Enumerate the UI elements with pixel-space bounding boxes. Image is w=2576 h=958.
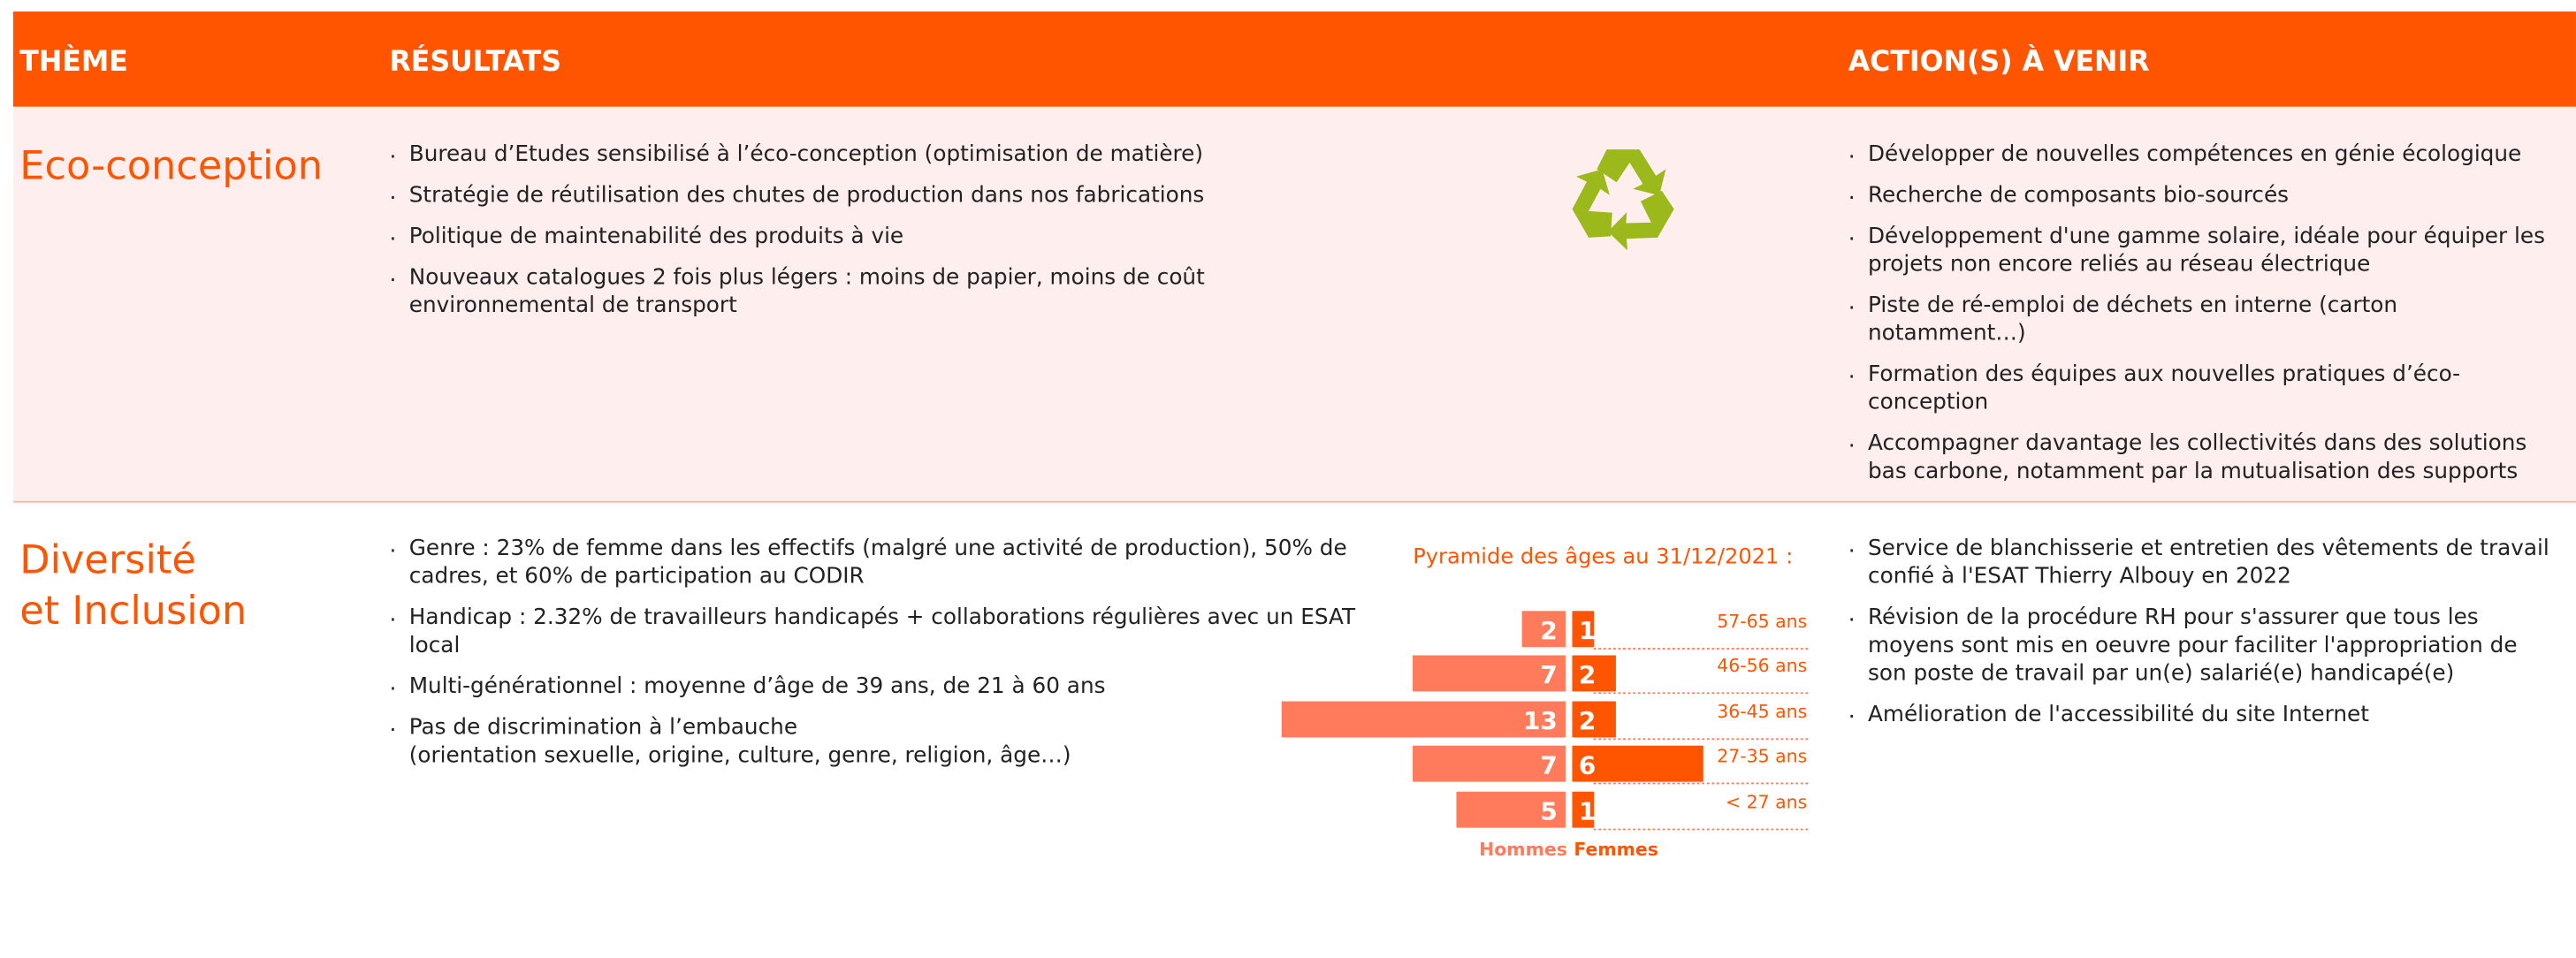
bullet: Révision de la procédure RH pour s'assur… — [1848, 601, 2555, 688]
header-bar — [12, 11, 2576, 107]
pyramid-title: Pyramide des âges au 31/12/2021 : — [1413, 544, 1793, 568]
bullet: Formation des équipes aux nouvelles prat… — [1848, 358, 2555, 417]
legend: Hommes — [1479, 839, 1567, 860]
bar-label: 7 — [1540, 750, 1557, 779]
bullet: Accompagner davantage les collectivités … — [1848, 427, 2555, 486]
header-col: RÉSULTATS — [389, 46, 562, 80]
bullet-list: Bureau d’Etudes sensibilisé à l’éco-conc… — [389, 138, 1358, 333]
bar — [1456, 791, 1566, 828]
bar — [1572, 655, 1616, 692]
bullet: Politique de maintenabilité des produits… — [389, 220, 1358, 252]
bullet: Développer de nouvelles compétences en g… — [1848, 138, 2555, 170]
bullet: Genre : 23% de femme dans les effectifs … — [389, 532, 1358, 591]
bullet: Multi-générationnel : moyenne d’âge de 3… — [389, 670, 1358, 702]
bar — [1572, 791, 1595, 828]
theme: Eco-conception — [19, 141, 323, 193]
bullet: Amélioration de l'accessibilité du site … — [1848, 698, 2555, 730]
header-col: ACTION(S) À VENIR — [1848, 46, 2150, 80]
age-label: < 27 ans — [1726, 791, 1807, 812]
bar-label: 6 — [1579, 750, 1596, 779]
theme-line: Eco-conception — [19, 142, 324, 189]
bar — [1572, 745, 1703, 782]
bullet: Piste de ré-emploi de déchets en interne… — [1848, 289, 2555, 348]
bar — [1521, 611, 1566, 648]
bar-label: 1 — [1579, 616, 1596, 645]
header-col: THÈME — [19, 46, 128, 80]
theme: Diversité et Inclusion — [19, 536, 247, 637]
recycle-icon — [1560, 149, 1680, 260]
bullet-list: Service de blanchisserie et entretien de… — [1848, 532, 2555, 742]
bullet: Bureau d’Etudes sensibilisé à l’éco-conc… — [389, 138, 1358, 170]
bar — [1413, 655, 1566, 692]
bullet: Handicap : 2.32% de travailleurs handica… — [389, 601, 1358, 660]
bullet: Service de blanchisserie et entretien de… — [1848, 532, 2555, 591]
bar-label: 2 — [1579, 660, 1596, 689]
bar — [1572, 701, 1616, 738]
bar-label: 2 — [1579, 706, 1596, 735]
bar-label: 1 — [1579, 796, 1596, 825]
age-label: 57-65 ans — [1717, 611, 1807, 632]
bar — [1413, 745, 1566, 782]
bullet: Stratégie de réutilisation des chutes de… — [389, 179, 1358, 210]
theme-line: et Inclusion — [19, 588, 248, 635]
bullet: Recherche de composants bio-sourcés — [1848, 179, 2555, 210]
bar — [1572, 611, 1595, 648]
bullet-list: Développer de nouvelles compétences en g… — [1848, 138, 2555, 499]
age-label: 36-45 ans — [1717, 701, 1807, 722]
age-label: 27-35 ans — [1717, 745, 1807, 766]
bar-label: 7 — [1540, 660, 1557, 689]
bar-label: 5 — [1540, 796, 1557, 825]
legend: Femmes — [1574, 839, 1658, 860]
bar-label: 2 — [1540, 616, 1557, 645]
bullet-list: Genre : 23% de femme dans les effectifs … — [389, 532, 1358, 784]
bullet: Pas de discrimination à l’embauche (orie… — [389, 711, 1358, 770]
theme-line: Diversité — [19, 536, 196, 583]
bar-label: 13 — [1523, 706, 1558, 735]
bullet: Développement d'une gamme solaire, idéal… — [1848, 220, 2555, 279]
bullet: Nouveaux catalogues 2 fois plus légers :… — [389, 261, 1358, 320]
age-label: 46-56 ans — [1717, 655, 1807, 676]
